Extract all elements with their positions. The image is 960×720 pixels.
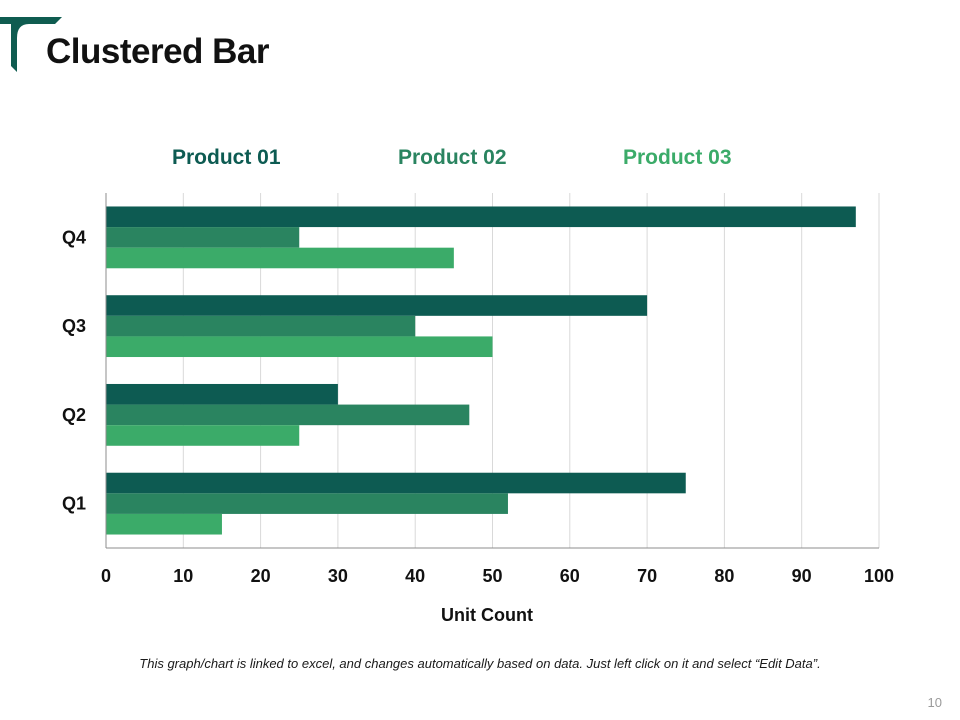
x-tick-label: 50 (482, 566, 502, 586)
bar-q4-series-1 (106, 206, 856, 228)
x-tick-label: 30 (328, 566, 348, 586)
x-tick-label: 90 (792, 566, 812, 586)
bar-layer (106, 206, 856, 535)
legend-item-product-03: Product 03 (623, 146, 732, 169)
x-tick-label: 0 (101, 566, 111, 586)
footnote: This graph/chart is linked to excel, and… (139, 656, 821, 671)
chart-legend: Product 01 Product 02 Product 03 (0, 146, 960, 176)
bar-q2-series-3 (106, 425, 300, 446)
y-tick-label: Q2 (62, 405, 86, 425)
logo-shape (0, 17, 62, 72)
legend-item-product-02: Product 02 (398, 146, 507, 169)
y-tick-label: Q3 (62, 316, 86, 336)
x-tick-label: 100 (864, 566, 894, 586)
bar-q4-series-3 (106, 247, 454, 269)
x-tick-label: 70 (637, 566, 657, 586)
bar-q3-series-3 (106, 336, 493, 358)
x-tick-label: 60 (560, 566, 580, 586)
x-axis-title: Unit Count (441, 605, 533, 625)
axis-layer (105, 193, 879, 549)
label-layer: 0 10 20 30 40 50 60 70 80 90 100 Q1 Q2 Q3 Q4 (62, 227, 894, 586)
page-number: 10 (927, 695, 942, 710)
bar-q3-series-2 (106, 315, 416, 337)
bar-q2-series-1 (106, 383, 338, 405)
x-tick-label: 40 (405, 566, 425, 586)
bar-q2-series-2 (106, 404, 470, 426)
y-tick-label: Q4 (62, 227, 86, 247)
bar-q1-series-1 (106, 472, 686, 494)
x-tick-label: 80 (714, 566, 734, 586)
t-logo-icon (0, 17, 62, 72)
y-tick-label: Q1 (62, 494, 86, 514)
legend-item-product-01: Product 01 (172, 146, 281, 169)
bar-q1-series-3 (106, 513, 222, 535)
x-tick-label: 20 (251, 566, 271, 586)
x-tick-label: 10 (173, 566, 193, 586)
slide-title: Clustered Bar (46, 32, 270, 71)
bar-q4-series-2 (106, 227, 300, 248)
bar-q3-series-1 (106, 295, 648, 316)
bar-q1-series-2 (106, 493, 508, 514)
